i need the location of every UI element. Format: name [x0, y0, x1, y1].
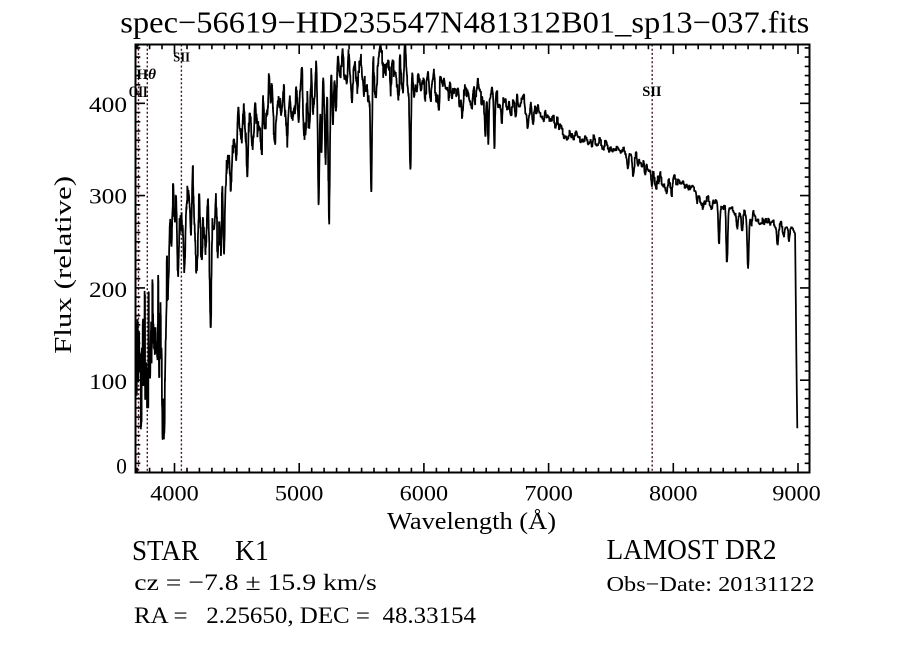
svg-text:K1: K1 — [235, 536, 269, 567]
svg-text:cz = −7.8 ± 15.9 km/s: cz = −7.8 ± 15.9 km/s — [134, 570, 376, 596]
svg-text:Hθ: Hθ — [136, 67, 156, 83]
svg-text:0: 0 — [116, 453, 127, 478]
svg-text:8000: 8000 — [649, 481, 698, 506]
svg-text:200: 200 — [89, 277, 127, 302]
svg-text:Wavelength (Å): Wavelength (Å) — [387, 509, 556, 535]
svg-text:6000: 6000 — [400, 481, 449, 506]
svg-text:4000: 4000 — [150, 481, 199, 506]
svg-text:400: 400 — [89, 92, 127, 117]
svg-text:7000: 7000 — [524, 481, 573, 506]
svg-text:spec−56619−HD235547N481312B01_: spec−56619−HD235547N481312B01_sp13−037.f… — [120, 5, 809, 39]
svg-text:Obs−Date: 20131122: Obs−Date: 20131122 — [607, 572, 815, 596]
svg-text:Flux (relative): Flux (relative) — [51, 176, 77, 354]
svg-text:STAR: STAR — [132, 536, 199, 567]
svg-text:OII: OII — [129, 84, 148, 101]
svg-text:LAMOST DR2: LAMOST DR2 — [607, 534, 777, 566]
svg-text:100: 100 — [89, 369, 127, 394]
svg-text:SII: SII — [173, 50, 190, 65]
svg-text:RA = 2.25650, DEC = 48.3315: RA = 2.25650, DEC = 48.33154 — [134, 603, 477, 628]
svg-text:SII: SII — [642, 84, 662, 100]
svg-text:5000: 5000 — [275, 481, 324, 506]
svg-text:300: 300 — [89, 184, 127, 209]
svg-text:9000: 9000 — [772, 481, 821, 506]
